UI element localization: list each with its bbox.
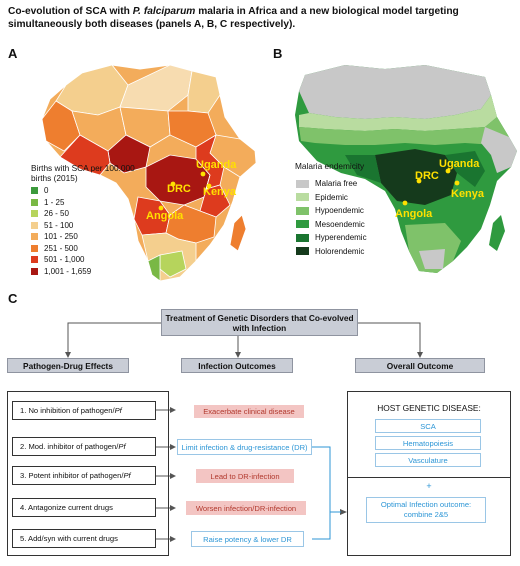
panel-label-b: B [273, 46, 283, 61]
map-b-legend-label: Epidemic [315, 192, 348, 202]
panel-label-c: C [8, 291, 18, 306]
map-a-legend-label: 251 - 500 [44, 243, 78, 253]
map-b-legend-title: Malaria endemicity [295, 161, 365, 171]
map-a-legend-swatch [31, 244, 38, 252]
host-item-vasculature: Vasculature [375, 453, 481, 467]
map-a-legend-swatch [31, 221, 38, 229]
outcome-limit-infection: Limit infection & drug-resistance (DR) [177, 439, 312, 455]
map-a-legend-swatch [31, 198, 38, 206]
map-a-legend-swatch [31, 233, 38, 241]
outcome-worsen: Worsen infection/DR-infection [186, 501, 306, 515]
overall-divider [347, 477, 511, 478]
map-b-legend-label: Holorendemic [315, 246, 365, 256]
map-b-legend-item: Malaria free [296, 177, 367, 191]
map-a-label-drc: DRC [167, 183, 191, 195]
map-b-legend-swatch [296, 193, 309, 202]
map-a-sca-africa: Uganda DRC Kenya Angola [41, 64, 257, 282]
map-b-malaria-africa: Uganda DRC Kenya Angola [295, 65, 517, 273]
map-a-legend-label: 0 [44, 186, 49, 196]
map-a-legend-swatch [31, 267, 38, 275]
map-a-legend-item: 51 - 100 [31, 220, 91, 232]
effect-row-2: 2. Mod. inhibitor of pathogen/Pf [12, 437, 156, 456]
map-b-legend-swatch [296, 220, 309, 229]
map-b-label-drc: DRC [415, 170, 439, 182]
map-a-legend-label: 1,001 - 1,659 [44, 266, 92, 276]
outcome-dr-infection: Lead to DR-infection [196, 469, 294, 483]
map-a-legend-label: 101 - 250 [44, 232, 78, 242]
map-b-legend-label: Malaria free [315, 179, 358, 189]
map-b-label-kenya: Kenya [451, 188, 485, 200]
map-a-legend-label: 26 - 50 [44, 209, 69, 219]
map-b-label-uganda: Uganda [439, 158, 480, 170]
map-a-legend-item: 101 - 250 [31, 231, 91, 243]
map-b-legend-item: Holorendemic [296, 245, 367, 259]
map-b-legend-swatch [296, 233, 309, 242]
map-a-legend-title: Births with SCA per 100.000 births (2015… [31, 163, 135, 183]
outcome-exacerbate: Exacerbate clinical disease [194, 405, 304, 418]
map-b-label-angola: Angola [395, 208, 433, 220]
map-b-legend-swatch [296, 206, 309, 215]
map-b-legend-item: Hypoendemic [296, 204, 367, 218]
map-a-legend-swatch [31, 187, 38, 195]
map-b-legend-label: Mesoendemic [315, 219, 365, 229]
effect-row-1: 1. No inhibition of pathogen/Pf [12, 401, 156, 420]
host-item-sca: SCA [375, 419, 481, 433]
map-a-legend-item: 0 [31, 185, 91, 197]
effect-row-4: 4. Antagonize current drugs [12, 498, 156, 517]
map-b-legend-item: Epidemic [296, 191, 367, 205]
map-a-legend-swatch [31, 210, 38, 218]
map-a-legend-item: 26 - 50 [31, 208, 91, 220]
panel-label-a: A [8, 46, 18, 61]
map-a-label-uganda: Uganda [196, 159, 237, 171]
map-a-legend-label: 1 - 25 [44, 197, 65, 207]
panel-c-top-box: Treatment of Genetic Disorders that Co-e… [161, 309, 358, 336]
map-b-legend-item: Hyperendemic [296, 231, 367, 245]
map-b-legend: Malaria free Epidemic Hypoendemic Mesoendem… [296, 177, 367, 258]
optimal-outcome-box: Optimal Infection outcome: combine 2&5 [366, 497, 486, 523]
map-b-legend-swatch [296, 247, 309, 256]
map-a-label-angola: Angola [146, 210, 184, 222]
map-b-legend-label: Hyperendemic [315, 233, 367, 243]
figure-title: Co-evolution of SCA with P. falciparum m… [8, 6, 459, 30]
effect-row-3: 3. Potent inhibitor of pathogen/Pf [12, 466, 156, 485]
overall-frame [347, 391, 511, 556]
map-a-legend-label: 51 - 100 [44, 220, 74, 230]
effect-row-5: 5. Add/syn with current drugs [12, 529, 156, 548]
plus-sign: + [426, 481, 432, 491]
header-pathogen-drug-effects: Pathogen-Drug Effects [7, 358, 129, 373]
map-b-legend-item: Mesoendemic [296, 218, 367, 232]
header-infection-outcomes: Infection Outcomes [181, 358, 293, 373]
map-a-legend-item: 251 - 500 [31, 243, 91, 255]
map-b-legend-label: Hypoendemic [315, 206, 364, 216]
effects-frame [7, 391, 169, 556]
map-a-label-kenya: Kenya [203, 186, 237, 198]
map-a-legend-item: 1 - 25 [31, 197, 91, 209]
map-b-legend-swatch [296, 179, 309, 188]
outcome-raise-potency: Raise potency & lower DR [191, 531, 304, 547]
map-a-legend-item: 1,001 - 1,659 [31, 266, 91, 278]
host-item-hematopoiesis: Hematopoiesis [375, 436, 481, 450]
map-a-legend-swatch [31, 256, 38, 264]
header-overall-outcome: Overall Outcome [355, 358, 485, 373]
map-a-legend-item: 501 - 1,000 [31, 254, 91, 266]
map-a-legend-label: 501 - 1,000 [44, 255, 85, 265]
host-disease-title: HOST GENETIC DISEASE: [377, 403, 481, 413]
